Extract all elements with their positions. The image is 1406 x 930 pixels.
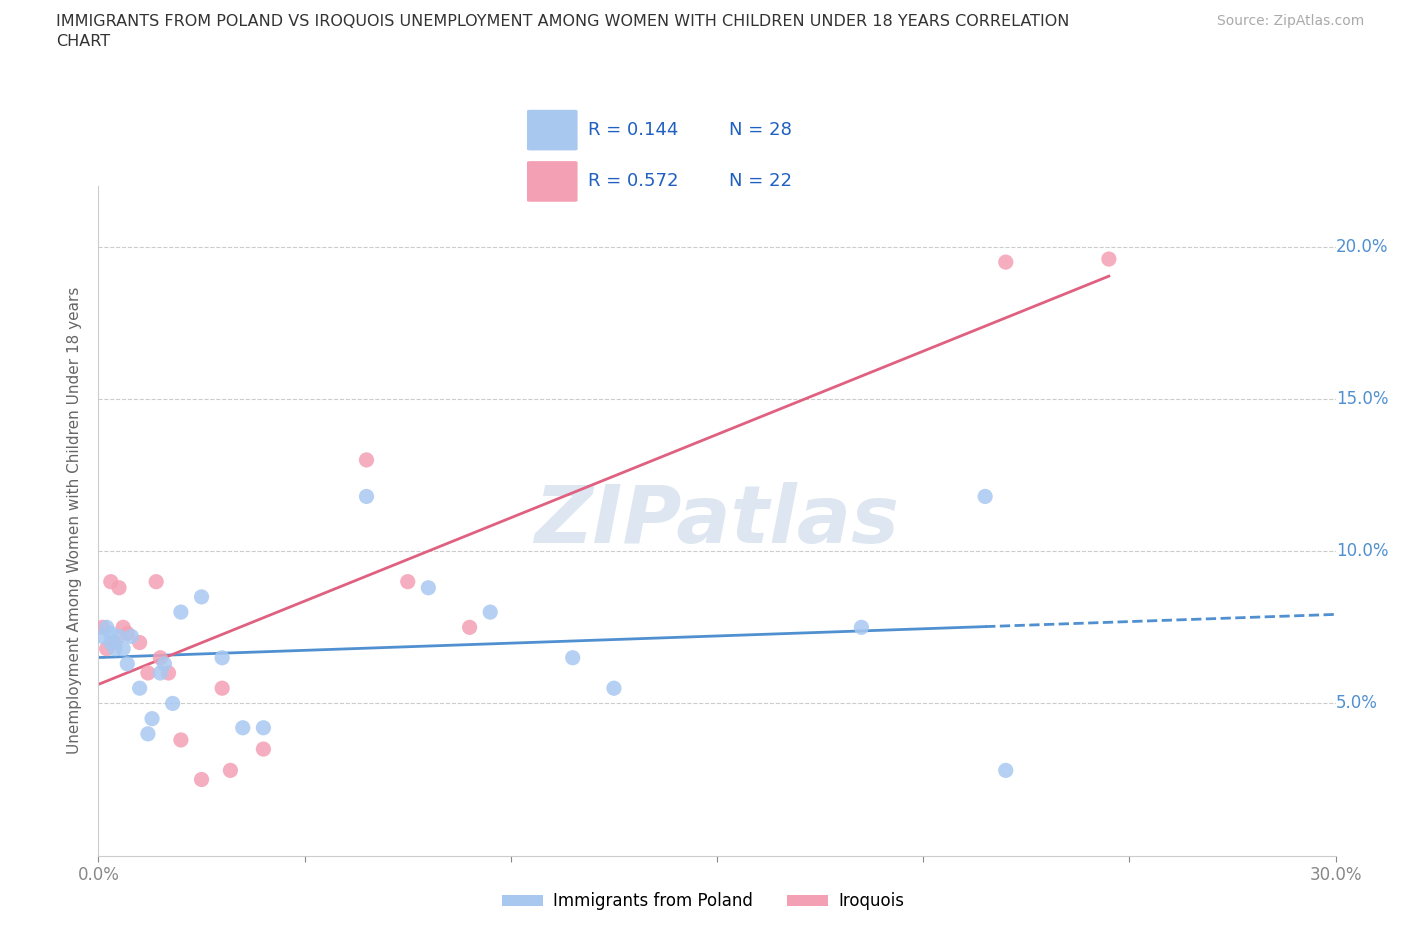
Point (170, 604, 193, 619)
Point (211, 650, 233, 665)
Point (149, 650, 172, 665)
Text: 15.0%: 15.0% (1336, 390, 1388, 408)
Point (100, 635, 122, 650)
Text: 20.0%: 20.0% (1336, 238, 1388, 256)
Point (112, 641, 135, 656)
Point (145, 574, 167, 589)
Point (252, 721, 274, 736)
Legend: Immigrants from Poland, Iroquois: Immigrants from Poland, Iroquois (495, 885, 911, 917)
Point (91, 620, 114, 635)
Point (162, 696, 184, 711)
Point (100, 574, 122, 589)
Point (157, 666, 180, 681)
Point (356, 489, 378, 504)
Point (396, 574, 419, 589)
Point (190, 590, 212, 604)
Point (232, 721, 254, 736)
Point (91, 629, 114, 644)
Text: 5.0%: 5.0% (1336, 695, 1378, 712)
Point (136, 666, 159, 681)
Point (458, 620, 481, 635)
Point (96, 620, 118, 635)
Point (128, 635, 150, 650)
Point (104, 641, 127, 656)
Point (108, 629, 131, 644)
Point (170, 733, 193, 748)
Point (128, 681, 150, 696)
Point (561, 650, 583, 665)
Point (994, 763, 1017, 777)
Point (974, 489, 997, 504)
Text: CHART: CHART (56, 34, 110, 49)
FancyBboxPatch shape (527, 110, 578, 151)
Point (117, 626, 139, 641)
Point (603, 681, 626, 696)
Point (418, 580, 440, 595)
Point (108, 580, 131, 595)
Point (994, 255, 1017, 270)
Point (96, 641, 118, 656)
Text: Source: ZipAtlas.com: Source: ZipAtlas.com (1216, 14, 1364, 28)
Text: R = 0.572: R = 0.572 (588, 172, 678, 191)
Point (120, 629, 142, 644)
Text: N = 28: N = 28 (730, 121, 793, 140)
Point (112, 620, 135, 635)
Point (851, 620, 873, 635)
Point (252, 741, 274, 756)
Y-axis label: Unemployment Among Women with Children Under 18 years: Unemployment Among Women with Children U… (67, 287, 83, 754)
Point (211, 681, 233, 696)
Point (149, 666, 172, 681)
Point (356, 453, 378, 468)
Point (136, 726, 159, 741)
FancyBboxPatch shape (527, 161, 578, 202)
Text: N = 22: N = 22 (730, 172, 793, 191)
Point (117, 657, 139, 671)
Text: 10.0%: 10.0% (1336, 542, 1388, 560)
Text: ZIPatlas: ZIPatlas (534, 482, 900, 560)
Point (141, 711, 163, 726)
Point (190, 772, 212, 787)
Point (100, 626, 122, 641)
Point (479, 604, 502, 619)
Point (104, 635, 127, 650)
Point (1098, 252, 1121, 267)
Text: R = 0.144: R = 0.144 (588, 121, 678, 140)
Text: IMMIGRANTS FROM POLAND VS IROQUOIS UNEMPLOYMENT AMONG WOMEN WITH CHILDREN UNDER : IMMIGRANTS FROM POLAND VS IROQUOIS UNEMP… (56, 14, 1070, 29)
Point (153, 657, 176, 671)
Point (219, 763, 242, 777)
